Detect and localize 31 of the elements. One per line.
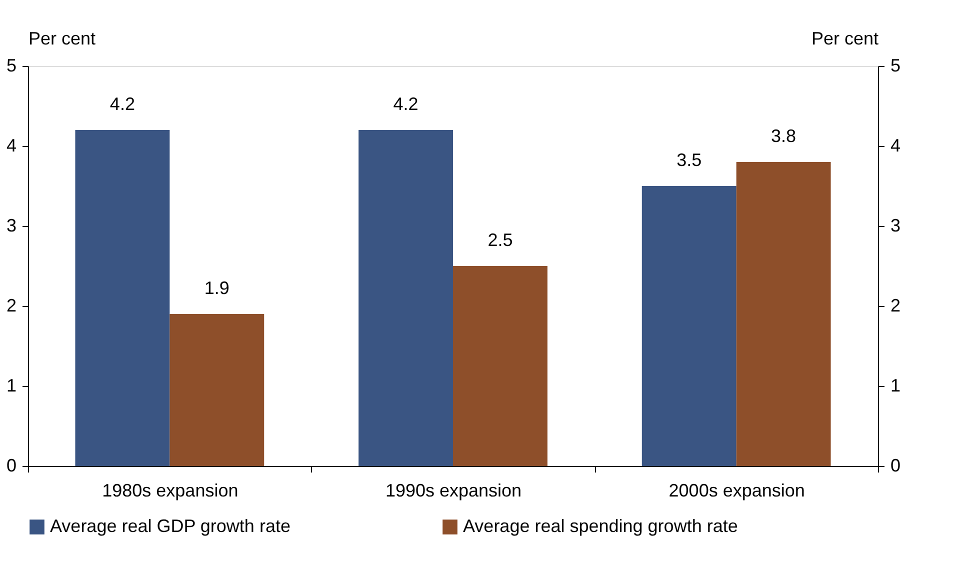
y-tick-label: 2 — [6, 296, 16, 316]
data-label: 2.5 — [488, 230, 513, 250]
data-label: 3.8 — [771, 126, 796, 146]
data-label: 4.2 — [393, 94, 418, 114]
y-tick-label: 3 — [6, 216, 16, 236]
y2-tick-label: 1 — [890, 376, 901, 396]
y-tick-label: 5 — [6, 56, 16, 76]
data-label: 4.2 — [110, 94, 135, 114]
legend-label: Average real spending growth rate — [463, 516, 738, 536]
data-label: 1.9 — [204, 278, 230, 298]
bar — [170, 314, 264, 466]
y-tick-label: 4 — [6, 136, 16, 156]
bar — [736, 162, 831, 466]
y2-tick-label: 0 — [890, 456, 901, 476]
bar — [453, 266, 548, 466]
y2-tick-label: 3 — [890, 216, 901, 236]
y-axis-title: Per cent — [28, 28, 96, 48]
y-tick-label: 0 — [6, 456, 16, 476]
y2-axis-title: Per cent — [811, 28, 878, 48]
bar — [642, 186, 736, 466]
y2-tick-label: 2 — [890, 296, 901, 316]
y2-tick-label: 5 — [890, 56, 901, 76]
y-tick-label: 1 — [6, 376, 16, 396]
x-tick-label: 2000s expansion — [668, 480, 805, 500]
bar — [75, 130, 170, 466]
y2-tick-label: 4 — [890, 136, 901, 156]
data-label: 3.5 — [676, 150, 702, 170]
x-tick-label: 1980s expansion — [102, 480, 238, 500]
x-tick-label: 1990s expansion — [385, 480, 522, 500]
legend-label: Average real GDP growth rate — [50, 516, 290, 536]
bar — [358, 130, 453, 466]
